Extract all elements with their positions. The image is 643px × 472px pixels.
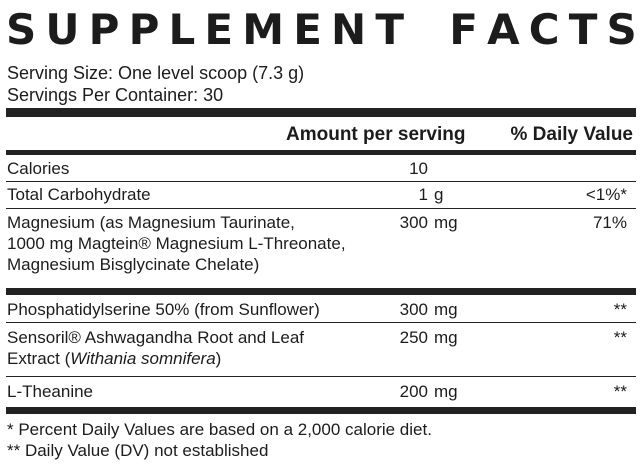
title-letter: C [528, 5, 561, 54]
title-letter: P [88, 5, 121, 54]
title-letter: M [242, 5, 286, 54]
nutrient-unit: mg [434, 382, 458, 401]
title-letter: N [331, 5, 368, 54]
nutrient-name-line: Total Carbohydrate [7, 185, 151, 204]
title-letter: S [6, 5, 38, 54]
nutrient-daily-value: ** [613, 382, 627, 401]
title-letter: P [128, 5, 161, 54]
medium-divider [6, 150, 636, 155]
row-divider [6, 322, 636, 323]
nutrient-unit: g [434, 185, 444, 204]
daily-value-header: % Daily Value [510, 124, 633, 145]
nutrient-daily-value: 71% [592, 213, 627, 232]
title-letter: A [487, 5, 521, 54]
nutrient-unit: mg [434, 213, 458, 232]
title-letter: S [606, 5, 638, 54]
thick-divider [6, 108, 636, 117]
amount-header: Amount per serving [286, 124, 466, 145]
nutrient-amount: 10 [409, 159, 428, 178]
row-divider [6, 208, 636, 209]
title-letter: U [45, 5, 81, 54]
title-letter: L [168, 5, 197, 54]
nutrient-name-line: Calories [7, 159, 70, 178]
row-divider [6, 181, 636, 182]
title-letter [413, 6, 441, 54]
serving-size: Serving Size: One level scoop (7.3 g) [7, 63, 305, 83]
title-letter: T [568, 5, 599, 54]
nutrient-amount: 300 [399, 213, 428, 232]
nutrient-amount: 250 [399, 328, 428, 347]
nutrient-amount: 300 [399, 300, 428, 319]
title-letter: F [449, 5, 479, 54]
nutrient-daily-value: <1%* [585, 185, 627, 204]
title-letter: E [204, 5, 235, 54]
thick-divider [6, 288, 636, 295]
nutrient-unit: mg [434, 328, 458, 347]
nutrient-name-line: Magnesium (as Magnesium Taurinate, [7, 213, 295, 232]
nutrient-name-line: Extract (Withania somnifera) [7, 349, 222, 368]
nutrient-name-line: 1000 mg Magtein® Magnesium L-Threonate, [7, 234, 346, 253]
row-divider [6, 376, 636, 377]
nutrient-amount: 1 [418, 185, 428, 204]
servings-per-container: Servings Per Container: 30 [7, 85, 224, 105]
footnote-dv-not-established: ** Daily Value (DV) not established [7, 441, 269, 460]
nutrient-unit: mg [434, 300, 458, 319]
nutrient-name-line: L-Theanine [7, 382, 94, 401]
nutrient-name-line: Magnesium Bisglycinate Chelate) [7, 255, 260, 274]
nutrient-daily-value: ** [613, 328, 627, 347]
thick-divider [6, 407, 636, 414]
title-letter: E [293, 5, 323, 54]
footnote-daily-values: * Percent Daily Values are based on a 2,… [7, 420, 432, 439]
title-letter: T [375, 5, 405, 54]
nutrient-amount: 200 [399, 382, 428, 401]
nutrient-daily-value: ** [613, 300, 627, 319]
nutrient-name-line: Phosphatidylserine 50% (from Sunflower) [7, 300, 320, 319]
nutrient-name-line: Sensoril® Ashwagandha Root and Leaf [7, 328, 305, 347]
